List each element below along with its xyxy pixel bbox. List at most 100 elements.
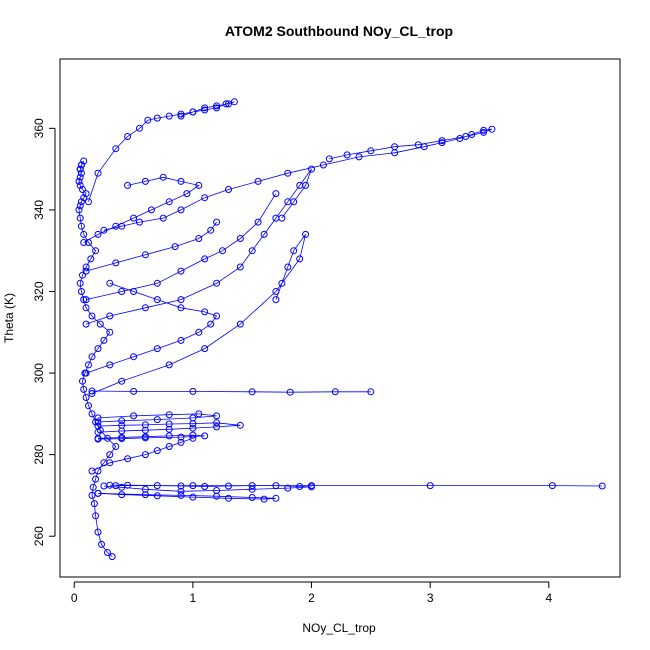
series-line [91,390,371,393]
data-point [88,491,96,499]
data-point [201,308,209,316]
series-5 [94,419,244,436]
series-line [85,282,218,374]
data-point [100,482,108,490]
data-point [153,279,161,287]
data-point [96,426,104,434]
data-point [308,165,315,173]
data-point [177,110,185,118]
data-point [177,206,185,214]
data-point [462,133,470,140]
x-tick-label: 3 [427,591,434,605]
data-point [355,153,363,161]
x-axis-label: NOy_CL_trop [302,621,376,635]
data-point [79,186,86,193]
data-point [308,482,315,490]
data-point [141,485,149,493]
data-point [207,320,215,328]
data-point [213,279,221,287]
data-point [130,214,138,222]
data-point [80,385,88,393]
data-point [112,482,120,490]
data-point [153,492,161,500]
data-point [124,181,132,189]
data-point [177,433,185,441]
data-point [290,198,298,206]
data-point [177,336,185,344]
data-point [195,181,203,189]
data-point [189,424,197,432]
data-point [278,279,286,287]
data-point [195,410,203,418]
series-line [85,221,217,272]
data-point [207,226,215,234]
data-point [177,304,185,312]
data-point [236,235,244,242]
data-point [201,432,209,440]
data-point [112,145,120,153]
series-14 [82,279,221,377]
data-point [177,491,185,499]
data-point [177,296,185,304]
data-point [480,126,488,134]
data-point [165,112,173,120]
data-point [254,218,262,226]
series-line [97,413,217,423]
series-3 [94,489,280,503]
data-point [177,112,185,120]
data-point [76,279,84,287]
plot-frame [59,58,621,578]
data-point [136,218,143,226]
data-point [153,345,161,353]
data-point [87,255,95,263]
data-point [213,218,221,226]
data-point [177,177,185,185]
data-point [82,394,90,401]
data-point [225,186,232,193]
data-point [213,492,221,500]
data-point [136,124,143,132]
data-point [82,296,90,304]
data-point [290,247,298,255]
data-point [213,423,221,431]
data-point [201,194,209,202]
data-point [80,230,88,238]
data-point [118,417,126,425]
data-point [248,247,256,255]
data-point [98,540,105,548]
data-point [106,361,114,369]
data-point [438,139,446,147]
series-2 [112,482,606,490]
x-tick-label: 4 [545,591,552,605]
data-point [141,451,149,459]
data-point [598,482,606,490]
data-point [88,312,96,320]
data-point [548,482,556,490]
series-10 [82,165,315,328]
y-axis-label: Theta (K) [2,293,16,343]
data-point [488,125,496,133]
data-point [480,128,488,136]
data-point [76,214,84,222]
data-point [141,177,149,185]
data-point [284,169,292,177]
data-point [94,418,102,426]
data-point [272,494,280,502]
data-point [367,388,375,396]
data-point [94,528,102,536]
data-point [76,181,84,189]
data-point [94,230,102,238]
series-6 [94,410,221,426]
data-point [159,173,167,181]
data-point [414,141,422,149]
data-point [236,263,244,271]
data-point [213,104,221,112]
data-point [77,222,85,230]
series-7 [94,431,209,443]
data-point [189,387,197,395]
series-line [85,168,312,325]
data-point [260,230,268,238]
x-tick-label: 1 [190,591,197,605]
data-point [76,165,84,173]
